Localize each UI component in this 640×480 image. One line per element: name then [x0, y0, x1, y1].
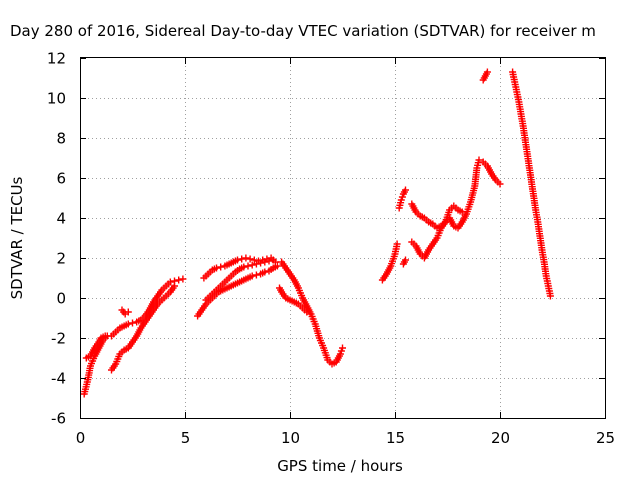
- data-point: [483, 68, 491, 76]
- y-tick-label: 0: [56, 290, 66, 308]
- y-tick-label: -6: [51, 410, 66, 428]
- data-point: [129, 319, 136, 327]
- data-point: [255, 257, 262, 265]
- axis-ticks: [80, 58, 606, 419]
- data-point: [248, 272, 256, 280]
- data-point: [475, 156, 483, 164]
- x-tick-label: 15: [386, 429, 405, 447]
- data-point: [273, 262, 281, 270]
- data-point: [124, 308, 132, 316]
- data-point: [244, 262, 252, 270]
- data-point: [101, 332, 109, 340]
- data-point: [246, 255, 254, 263]
- data-point: [234, 256, 241, 264]
- data-point: [252, 271, 260, 279]
- data-point: [242, 254, 250, 262]
- data-point: [261, 268, 269, 276]
- y-tick-label: 8: [56, 130, 66, 148]
- data-point: [240, 263, 248, 271]
- data-point: [250, 256, 258, 264]
- grid-lines: [80, 58, 605, 418]
- data-point: [402, 256, 409, 264]
- x-tick-label: 5: [181, 429, 191, 447]
- y-tick-label: 12: [47, 50, 66, 68]
- data-point: [263, 255, 271, 263]
- data-point: [124, 320, 132, 328]
- data-point: [458, 208, 466, 216]
- x-axis-label: GPS time / hours: [277, 457, 403, 475]
- y-tick-label: 10: [47, 90, 66, 108]
- data-point: [175, 276, 183, 284]
- data-point: [303, 308, 311, 316]
- x-tick-labels: 0 5 10 15 20 25: [76, 429, 615, 447]
- y-tick-label: -4: [51, 370, 66, 388]
- data-point: [238, 255, 246, 263]
- data-point: [393, 240, 401, 248]
- y-tick-label: 2: [56, 250, 66, 268]
- data-point: [171, 282, 178, 290]
- y-tick-label: -2: [51, 330, 66, 348]
- data-point: [402, 186, 409, 194]
- chart-title: Day 280 of 2016, Sidereal Day-to-day VTE…: [10, 22, 596, 40]
- data-point: [259, 256, 267, 264]
- x-tick-label: 20: [491, 429, 510, 447]
- data-point: [339, 344, 346, 352]
- y-tick-label: 4: [56, 210, 66, 228]
- data-point: [179, 275, 187, 283]
- data-point: [248, 261, 256, 269]
- data-point: [166, 278, 174, 286]
- data-point: [271, 258, 279, 266]
- x-tick-label: 25: [596, 429, 615, 447]
- x-tick-label: 10: [281, 429, 300, 447]
- data-point: [546, 292, 554, 300]
- y-tick-labels: -6 -4 -2 0 2 4 6 8 10 12: [47, 50, 66, 428]
- data-point: [217, 263, 225, 271]
- x-tick-label: 0: [76, 429, 86, 447]
- data-point: [213, 264, 220, 272]
- y-tick-label: 6: [56, 170, 66, 188]
- data-point: [496, 180, 504, 188]
- y-axis-label: SDTVAR / TECUs: [8, 176, 26, 299]
- data-points: [80, 68, 554, 398]
- plot-frame: [80, 57, 606, 419]
